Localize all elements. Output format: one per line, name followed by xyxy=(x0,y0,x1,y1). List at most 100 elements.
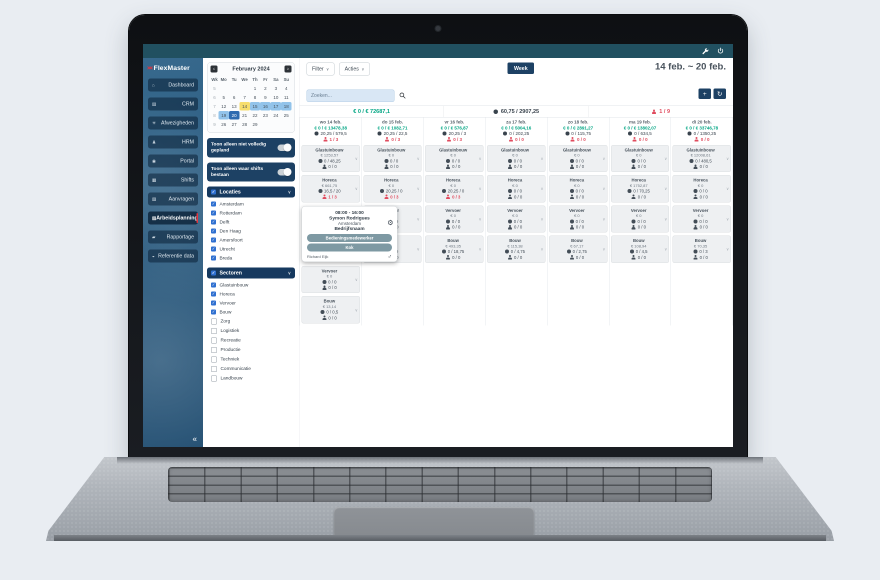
filter-option-productie[interactable]: Productie xyxy=(208,345,294,355)
calendar-day[interactable]: 20 xyxy=(228,111,240,120)
calendar-day[interactable]: 28 xyxy=(242,121,248,127)
calendar-day[interactable]: 14 xyxy=(239,102,250,111)
acties-dropdown-button[interactable]: Acties ∨ xyxy=(339,62,370,76)
filter-section-header[interactable]: ✓ Locaties ∨ xyxy=(207,186,295,198)
filter-option-recreatie[interactable]: Recreatie xyxy=(208,336,294,346)
sidebar-item-arbeidsplanning[interactable]: ▨ Arbeidsplanning xyxy=(148,211,198,225)
sidebar-item-referentie-data[interactable]: ◒ Referentie data xyxy=(148,249,198,263)
sidebar-item-dashboard[interactable]: ⌂ Dashboard xyxy=(148,78,198,92)
toggle-switch[interactable] xyxy=(277,168,292,177)
power-icon[interactable] xyxy=(717,47,724,55)
checkbox-icon[interactable] xyxy=(211,356,217,363)
filter-option-amsterdam[interactable]: ✓ Amsterdam xyxy=(208,200,294,209)
filter-option-zorg[interactable]: Zorg xyxy=(208,317,294,327)
wrench-icon[interactable] xyxy=(702,47,710,55)
filter-option-utrecht[interactable]: ✓ Utrecht xyxy=(208,245,294,254)
calendar-day[interactable]: 11 xyxy=(283,94,289,100)
sector-card-bouw[interactable]: Bouw € 493,35 0 / 18,75 0 / 0 ∨ xyxy=(425,235,484,263)
calendar-day[interactable]: 10 xyxy=(273,94,279,100)
calendar-prev-icon[interactable]: ‹ xyxy=(210,65,218,73)
sector-card-bouw[interactable]: Bouw € 108,94 0 / 4,5 0 / 0 ∨ xyxy=(610,235,670,263)
gear-icon[interactable]: ⚙ xyxy=(387,218,394,227)
calendar-day[interactable]: 13 xyxy=(231,103,237,109)
sector-card-glastuinbouw[interactable]: Glastuinbouw € 12008,61 0 / 480,5 0 / 0 ∨ xyxy=(672,144,732,172)
calendar-day[interactable]: 18 xyxy=(281,102,292,111)
calendar-day[interactable]: 16 xyxy=(260,102,271,111)
sidebar-item-afwezigheden[interactable]: ☀ Afwezigheden xyxy=(148,116,198,130)
checkbox-icon[interactable]: ✓ xyxy=(211,246,216,252)
checkbox-icon[interactable]: ✓ xyxy=(211,300,216,306)
sidebar-item-rapportage[interactable]: ▰ Rapportage xyxy=(148,230,198,244)
checkbox-icon[interactable]: ✓ xyxy=(211,228,216,234)
filter-option-bouw[interactable]: ✓ Bouw xyxy=(208,308,294,317)
checkbox-icon[interactable]: ✓ xyxy=(211,282,216,288)
sidebar-item-hrm[interactable]: ♟ HRM xyxy=(148,135,198,149)
checkbox-icon[interactable] xyxy=(211,346,217,353)
calendar-day[interactable]: 12 xyxy=(221,103,227,109)
calendar-day[interactable]: 2 xyxy=(264,85,267,91)
shift-detail-card[interactable]: 08:00 - 16:00 Symon Rodrigues Amsterdam Bed… xyxy=(301,205,398,262)
calendar-day[interactable]: 5 xyxy=(222,94,225,100)
filter-section-header[interactable]: ✓ Sectoren ∨ xyxy=(207,267,295,279)
filter-option-landbouw[interactable]: Landbouw xyxy=(208,374,294,384)
sector-card-horeca[interactable]: Horeca € 1752,87 0 / 70,25 0 / 0 ∨ xyxy=(610,175,670,203)
sidebar-collapse-button[interactable]: « xyxy=(192,435,197,444)
calendar-day[interactable]: 15 xyxy=(249,102,261,111)
checkbox-icon[interactable]: ✓ xyxy=(211,291,216,297)
checkbox-icon[interactable]: ✓ xyxy=(211,210,216,216)
sector-card-bouw[interactable]: Bouw € 67,17 0 / 2,75 0 / 0 ∨ xyxy=(548,235,608,263)
filter-option-breda[interactable]: ✓ Breda xyxy=(208,254,294,263)
add-shift-button[interactable]: + xyxy=(698,88,711,99)
sidebar-item-portal[interactable]: ◉ Portal xyxy=(148,154,198,168)
sidebar-item-shifts[interactable]: ▦ Shifts xyxy=(148,173,198,187)
calendar-day[interactable]: 6 xyxy=(232,94,236,100)
calendar-day[interactable]: 25 xyxy=(283,112,289,118)
calendar-day[interactable]: 27 xyxy=(231,121,237,127)
checkbox-icon[interactable] xyxy=(211,327,217,334)
sector-card-bouw[interactable]: Bouw € 115,38 0 / 4,75 0 / 0 ∨ xyxy=(487,235,546,263)
week-view-button[interactable]: Week xyxy=(507,62,535,74)
checkbox-icon[interactable]: ✓ xyxy=(211,201,216,207)
filter-option-delft[interactable]: ✓ Delft xyxy=(208,218,294,227)
filter-option-vervoer[interactable]: ✓ Vervoer xyxy=(208,299,294,308)
sector-card-bouw[interactable]: Bouw € 13,14 0 / 0,5 0 / 0 ∨ xyxy=(301,296,360,324)
filter-option-techniek[interactable]: Techniek xyxy=(208,355,294,365)
checkbox-icon[interactable]: ✓ xyxy=(211,309,216,315)
sector-card-horeca[interactable]: Horeca € 661,75 16,5 / 20 1 / 3 ∨ xyxy=(301,175,360,203)
checkbox-icon[interactable] xyxy=(211,375,217,382)
filter-option-den-haag[interactable]: ✓ Den Haag xyxy=(208,227,294,236)
calendar-next-icon[interactable]: › xyxy=(284,65,292,73)
calendar-day[interactable]: 19 xyxy=(218,111,229,120)
filter-dropdown-button[interactable]: Filter ∨ xyxy=(306,62,335,76)
toggle-switch[interactable] xyxy=(277,143,292,152)
filter-option-rotterdam[interactable]: ✓ Rotterdam xyxy=(208,209,294,218)
filter-option-communicatie[interactable]: Communicatie xyxy=(208,364,294,374)
checkbox-icon[interactable] xyxy=(211,337,217,344)
calendar-day[interactable]: 29 xyxy=(252,121,258,127)
filter-option-amersfoort[interactable]: ✓ Amersfoort xyxy=(208,236,294,245)
calendar-day[interactable]: 7 xyxy=(243,94,246,100)
checkbox-icon[interactable]: ✓ xyxy=(211,270,216,276)
checkbox-icon[interactable]: ✓ xyxy=(211,219,216,225)
sidebar-item-crm[interactable]: ▤ CRM xyxy=(148,97,198,111)
search-input[interactable] xyxy=(306,89,395,102)
calendar-day[interactable]: 1 xyxy=(253,85,257,91)
calendar-day[interactable]: 23 xyxy=(262,112,268,118)
calendar-day[interactable]: 17 xyxy=(270,102,282,111)
calendar-day[interactable]: 26 xyxy=(221,121,227,127)
filter-option-logistiek[interactable]: Logistiek xyxy=(208,326,294,336)
calendar-day[interactable]: 9 xyxy=(264,94,267,100)
